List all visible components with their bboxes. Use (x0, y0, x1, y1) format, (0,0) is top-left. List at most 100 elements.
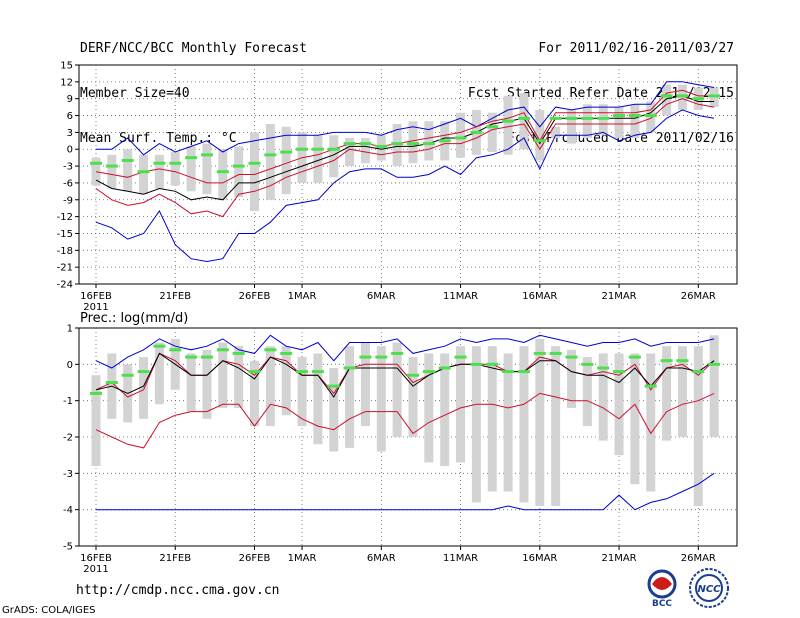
x-year-label: 2011 (83, 302, 108, 313)
y-tick-label: -12 (57, 212, 73, 223)
spread-box (313, 353, 323, 445)
x-tick-label: 6MAR (367, 291, 396, 302)
y-tick-label: 6 (67, 111, 73, 122)
spread-box (456, 112, 466, 158)
x-tick-label: 11MAR (443, 291, 478, 302)
y-tick-label: -6 (63, 178, 73, 189)
y-tick-label: -5 (63, 542, 73, 553)
y-tick-label: 9 (67, 94, 73, 105)
bcc-logo-text: BCC (652, 599, 672, 608)
spread-box (265, 123, 275, 200)
spread-box (170, 152, 180, 186)
spread-box (582, 104, 592, 138)
series-line-p25 (95, 98, 715, 218)
spread-box (250, 132, 259, 211)
y-tick-label: -24 (57, 280, 73, 291)
spread-box (535, 338, 545, 507)
panel-title: Prec.: log(mm/d) (80, 311, 188, 326)
y-tick-label: -15 (57, 229, 73, 240)
spread-box (392, 342, 402, 437)
spread-box (329, 135, 339, 178)
spread-box (503, 353, 513, 492)
spread-box (376, 346, 386, 452)
x-tick-label: 16MAR (522, 553, 557, 564)
spread-box (598, 353, 608, 441)
spread-box (630, 353, 640, 485)
spread-box (535, 109, 545, 161)
spread-box (662, 346, 672, 441)
spread-box (440, 353, 450, 467)
spread-box (234, 346, 244, 408)
spread-box (471, 346, 481, 503)
spread-box (456, 346, 466, 463)
spread-box (693, 346, 703, 507)
series-line-min (95, 109, 715, 263)
x-tick-label: 21FEB (159, 553, 191, 564)
spread-box (487, 112, 497, 153)
y-tick-label: -3 (63, 469, 73, 480)
x-tick-label: 26FEB (239, 291, 271, 302)
x-tick-label: 21FEB (159, 291, 191, 302)
spread-box (424, 121, 434, 161)
x-tick-label: 1MAR (288, 291, 317, 302)
series-line-max (96, 81, 715, 156)
spread-box (551, 126, 561, 138)
spread-box (360, 138, 370, 164)
spread-box (677, 346, 687, 437)
spread-box (614, 107, 624, 138)
spread-box (487, 346, 497, 492)
x-tick-label: 21MAR (601, 291, 636, 302)
spread-box (329, 367, 339, 452)
spread-box (519, 93, 529, 150)
y-tick-label: -21 (57, 263, 73, 274)
x-tick-label: 26MAR (681, 291, 716, 302)
x-tick-label: 11MAR (443, 553, 478, 564)
spread-box (139, 357, 149, 419)
x-tick-label: 16FEB (80, 291, 112, 302)
chart-panel-0: -24 -21 -18 -15 -12 -9 -6 -3 0 3 6 9 12 15 16FEB 21FEB 2… (57, 61, 738, 313)
ncc-logo-text: NCC (697, 584, 721, 595)
y-tick-label: 12 (60, 77, 73, 88)
y-tick-label: -3 (63, 162, 73, 173)
bcc-logo: BCC (647, 569, 677, 608)
spread-box (424, 353, 434, 463)
y-tick-label: -4 (63, 505, 73, 516)
spread-box (551, 346, 561, 507)
y-tick-label: -2 (63, 433, 73, 444)
series-line-median (95, 352, 715, 398)
series-line-max (95, 334, 715, 369)
y-tick-label: 3 (67, 128, 73, 139)
spread-box (709, 335, 719, 437)
spread-box (297, 357, 307, 427)
y-tick-label: 1 (67, 324, 73, 335)
spread-box (567, 109, 576, 144)
spread-box (281, 346, 291, 416)
x-tick-label: 1MAR (288, 553, 317, 564)
spread-box (139, 154, 149, 195)
x-tick-label: 16MAR (522, 291, 557, 302)
footer-url[interactable]: http://cmdp.ncc.cma.gov.cn (76, 583, 280, 598)
y-tick-label: 0 (67, 360, 73, 371)
x-tick-label: 26MAR (681, 553, 716, 564)
spread-box (202, 349, 212, 419)
spread-box (345, 138, 355, 167)
spread-box (503, 95, 513, 155)
plot-frame (78, 64, 738, 285)
header-period: For 2011/02/16-2011/03/27 (538, 41, 734, 56)
y-tick-label: 15 (60, 61, 73, 72)
y-tick-label: 0 (67, 145, 73, 156)
y-tick-label: -1 (63, 396, 73, 407)
chart-panel-1: -5 -4 -3 -2 -1 0 1 16FEB 21FEB 26FEB 1MAR 6MAR 11MAR… (63, 311, 738, 575)
y-tick-label: -18 (57, 246, 73, 257)
spread-box (519, 346, 529, 503)
spread-box (91, 375, 101, 467)
spread-box (265, 346, 275, 427)
x-year-label: 2011 (83, 564, 108, 575)
spread-box (360, 342, 370, 427)
spread-box (234, 146, 244, 197)
series-line-min (96, 472, 715, 511)
spread-box (186, 146, 196, 192)
spread-box (218, 149, 228, 200)
spread-box (662, 84, 672, 116)
